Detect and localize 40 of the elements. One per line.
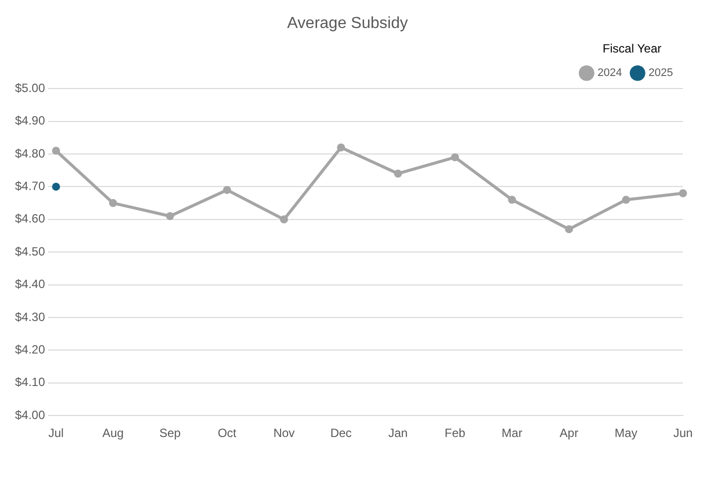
legend-title: Fiscal Year [602, 42, 662, 56]
legend-label: 2024 [598, 67, 622, 80]
x-tick-label: Aug [102, 426, 124, 440]
y-tick-label: $5.00 [15, 80, 46, 95]
y-tick-label: $4.90 [15, 114, 46, 128]
x-tick-label: Jul [48, 426, 64, 440]
y-tick-label: $4.70 [15, 179, 46, 194]
point [223, 186, 232, 194]
point [52, 146, 60, 155]
x-tick-label: Sep [159, 426, 182, 440]
y-tick-label: $4.80 [15, 146, 46, 160]
x-tick-label: Nov [273, 426, 295, 440]
chart-title: Average Subsidy [287, 15, 408, 32]
x-tick-label: Dec [330, 426, 352, 440]
legend-label: 2025 [648, 67, 674, 80]
point [166, 212, 174, 220]
point [679, 189, 687, 198]
x-tick-label: Jan [388, 426, 408, 440]
x-tick-label: Mar [502, 426, 522, 440]
point [508, 196, 516, 204]
y-tick-label: $4.30 [15, 310, 46, 324]
y-tick-label: $4.50 [15, 244, 46, 258]
point [394, 170, 402, 178]
point [451, 153, 460, 162]
point [337, 143, 346, 152]
y-tick-label: $4.40 [15, 277, 46, 292]
y-tick-label: $4.60 [15, 212, 46, 226]
y-tick-label: $4.20 [15, 342, 46, 357]
point [622, 196, 630, 204]
point [52, 182, 60, 191]
x-tick-label: May [614, 426, 638, 440]
point [565, 225, 574, 234]
x-tick-label: Oct [218, 426, 238, 440]
x-tick-label: Apr [560, 426, 578, 440]
x-tick-label: Jun [673, 426, 693, 440]
point [109, 199, 118, 208]
y-tick-label: $4.00 [15, 408, 46, 422]
y-tick-label: $4.10 [15, 375, 46, 390]
point [280, 215, 288, 224]
x-tick-label: Feb [444, 426, 466, 440]
